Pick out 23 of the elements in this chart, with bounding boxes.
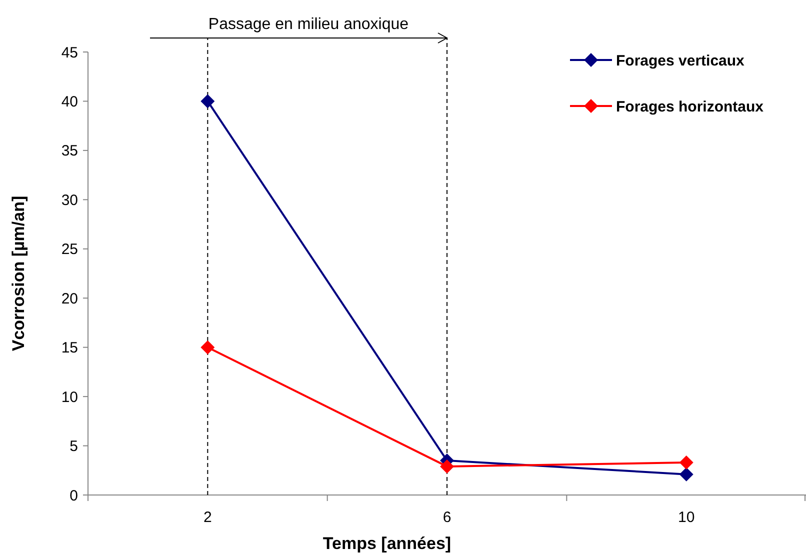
y-tick-label: 20 bbox=[61, 290, 78, 308]
point bbox=[200, 94, 215, 108]
text: Passage en milieu anoxique bbox=[208, 16, 409, 33]
y-tick-label: 25 bbox=[61, 241, 78, 258]
y-tick-label: 15 bbox=[61, 340, 78, 357]
y-axis-title: Vcorrosion [µm/an] bbox=[9, 196, 28, 352]
y-tick-label: 45 bbox=[61, 44, 78, 62]
x-tick-label: 10 bbox=[678, 509, 695, 526]
y-tick-label: 35 bbox=[61, 142, 78, 160]
legend-label: Forages verticaux bbox=[616, 52, 746, 70]
y-tick-label: 5 bbox=[70, 438, 78, 456]
legend-label: Forages horizontaux bbox=[616, 98, 764, 116]
point bbox=[440, 459, 454, 474]
point bbox=[200, 340, 215, 354]
y-tick-label: 40 bbox=[61, 93, 78, 110]
y-tick-label: 30 bbox=[61, 192, 78, 209]
y-tick-label: 0 bbox=[70, 487, 78, 504]
x-tick-label: 2 bbox=[203, 509, 212, 526]
y-tick-label: 10 bbox=[61, 388, 78, 406]
point bbox=[679, 467, 694, 482]
point bbox=[679, 456, 694, 470]
x-tick-label: 6 bbox=[442, 509, 452, 526]
x-axis-title: Temps [années] bbox=[322, 534, 452, 553]
